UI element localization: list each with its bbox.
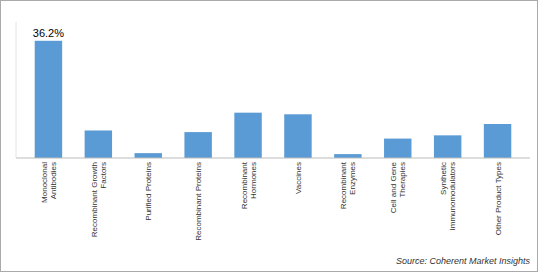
x-tick: MonoclonalAntibodies — [40, 162, 58, 203]
bar — [284, 114, 311, 158]
x-tick-label-line: Recombinant — [240, 161, 249, 209]
bar — [334, 154, 361, 158]
data-label: 36.2% — [33, 27, 64, 39]
x-tick-label-line: Vaccines — [294, 162, 303, 194]
x-tick: RecombinantEnzymes — [339, 161, 357, 209]
x-tick-label: SyntheticImmunomodulators — [439, 162, 457, 230]
x-tick-label-line: Antibodies — [49, 162, 58, 199]
x-tick-label-line: Enzymes — [348, 162, 357, 195]
bar — [484, 124, 511, 158]
bar — [85, 130, 112, 158]
x-tick-label-line: Recombinant — [339, 161, 348, 209]
x-tick-label-line: Factors — [99, 162, 108, 189]
bar — [234, 113, 261, 158]
x-tick: Purified Proteins — [144, 162, 153, 221]
x-tick: Recombinant Proteins — [194, 162, 203, 241]
y-axis-line — [16, 22, 17, 158]
x-tick-label-line: Synthetic — [439, 162, 448, 195]
x-tick: Other Product Types — [494, 162, 503, 235]
bar — [434, 135, 461, 158]
x-tick-label: MonoclonalAntibodies — [40, 162, 58, 203]
x-tick-label-line: Recombinant Proteins — [194, 162, 203, 241]
x-tick-label-line: Cell and Gene — [389, 161, 398, 213]
x-tick-label-line: Other Product Types — [494, 162, 503, 235]
bar — [184, 132, 211, 158]
x-tick-label: Vaccines — [294, 162, 303, 194]
x-tick-label-line: Recombinant Growth — [90, 162, 99, 237]
x-tick: SyntheticImmunomodulators — [439, 162, 457, 230]
x-tick: Recombinant GrowthFactors — [90, 162, 108, 237]
figure-border — [1, 1, 538, 272]
x-tick-label: Recombinant GrowthFactors — [90, 162, 108, 237]
x-tick-label: Purified Proteins — [144, 162, 153, 221]
x-tick-label-line: Purified Proteins — [144, 162, 153, 221]
x-tick-label-line: Monoclonal — [40, 162, 49, 203]
bar — [135, 153, 162, 158]
chart-container: 36.2% MonoclonalAntibodies Recombinant Gro… — [0, 0, 538, 272]
bars — [35, 41, 512, 158]
baseline — [16, 158, 530, 159]
x-tick: Vaccines — [294, 162, 303, 194]
bar — [384, 139, 411, 158]
x-tick-label-line: Immunomodulators — [448, 162, 457, 230]
x-tick-label-line: Hormones — [249, 162, 258, 199]
x-tick: Cell and GeneTherapies — [389, 161, 407, 213]
x-tick-label: Cell and GeneTherapies — [389, 161, 407, 213]
chart-svg: 36.2% MonoclonalAntibodies Recombinant Gro… — [0, 0, 538, 272]
x-tick-label: RecombinantEnzymes — [339, 161, 357, 209]
x-tick: RecombinantHormones — [240, 161, 258, 209]
bar — [35, 41, 62, 158]
x-tick-label: Recombinant Proteins — [194, 162, 203, 241]
x-tick-label: RecombinantHormones — [240, 161, 258, 209]
source-note: Source: Coherent Market Insights — [396, 256, 531, 266]
x-tick-label: Other Product Types — [494, 162, 503, 235]
x-tick-label-line: Therapies — [398, 162, 407, 198]
